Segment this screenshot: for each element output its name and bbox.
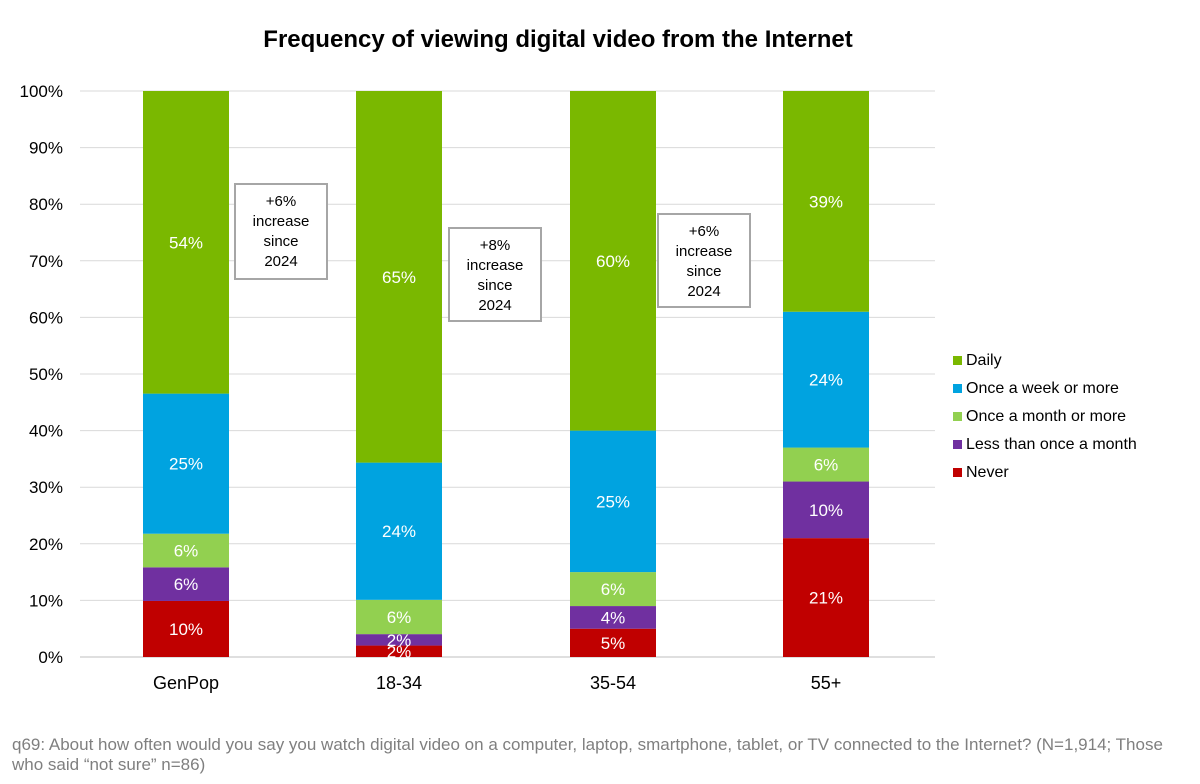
data-label: 10% [809,501,843,520]
bar-segment [783,481,869,539]
annotations: +6% increase since 2024 +8% increase since 2024… [234,183,751,322]
data-label: 21% [809,589,843,608]
data-label: 6% [174,575,199,594]
bar-segment [570,628,656,657]
y-tick-label: 40% [29,422,63,441]
bar-segment [570,430,656,573]
data-label: 5% [601,634,626,653]
x-tick-label: 35-54 [590,673,636,693]
legend-label: Less than once a month [966,436,1137,453]
data-label: 10% [169,620,203,639]
annotation-text: +8% [480,237,510,254]
bars [143,91,869,657]
y-tick-label: 0% [38,648,63,667]
bar-segment [570,91,656,431]
y-tick-label: 50% [29,365,63,384]
legend-swatch [953,440,962,449]
data-label: 25% [169,455,203,474]
x-axis: GenPop 18-34 35-54 55+ [153,673,841,693]
data-labels: 10% 6% 6% 25% 54% 2%2% 6% 24% 65% 5% 4% 6% 25% 60% 21%… [169,192,843,661]
annotation-box [448,227,542,322]
bar-segment [783,447,869,482]
data-label: 6% [174,542,199,561]
data-label: 54% [169,233,203,252]
annotation-text: since [686,263,721,280]
data-label: 4% [601,608,626,627]
bar-segment [356,645,442,657]
y-tick-label: 10% [29,591,63,610]
annotation-text: increase [253,213,310,230]
annotation-text: since [477,277,512,294]
bar-segment [570,606,656,629]
bar-segment [143,600,229,657]
annotation-callout: +8% increase since 2024 [448,227,542,322]
footnote: q69: About how often would you say you w… [12,735,1163,774]
data-label: 65% [382,268,416,287]
x-tick-label: GenPop [153,673,219,693]
annotation-text: increase [676,243,733,260]
annotation-text: increase [467,257,524,274]
bar-segment [356,634,442,646]
data-label: 25% [596,492,630,511]
x-tick-label: 55+ [811,673,842,693]
legend-swatch [953,384,962,393]
legend-item: Once a month or more [953,408,1126,425]
x-tick-label: 18-34 [376,673,422,693]
y-tick-label: 80% [29,195,63,214]
annotation-text: 2024 [478,297,511,314]
data-label: 2% [387,631,412,650]
annotation-text: 2024 [264,253,297,270]
y-tick-label: 90% [29,139,63,158]
legend-swatch [953,468,962,477]
legend: Daily Once a week or more Once a month or … [953,352,1137,481]
bar-segment [783,538,869,657]
legend-swatch [953,356,962,365]
data-label: 60% [596,252,630,271]
annotation-text: +6% [689,223,719,240]
annotation-callout: +6% increase since 2024 [234,183,328,280]
bar-segment [143,533,229,568]
y-tick-label: 100% [20,82,63,101]
legend-label: Once a week or more [966,380,1119,397]
y-tick-label: 30% [29,478,63,497]
legend-label: Daily [966,352,1002,369]
legend-item: Never [953,464,1009,481]
legend-item: Less than once a month [953,436,1137,453]
y-tick-label: 70% [29,252,63,271]
data-label: 24% [809,371,843,390]
data-label: 2% [387,642,412,661]
y-tick-label: 20% [29,535,63,554]
annotation-text: 2024 [687,283,720,300]
bar-segment [143,91,229,394]
legend-item: Daily [953,352,1002,369]
data-label: 6% [601,580,626,599]
chart-title: Frequency of viewing digital video from … [263,26,852,53]
data-label: 24% [382,522,416,541]
annotation-box [657,213,751,308]
annotation-box [234,183,328,280]
annotation-text: since [263,233,298,250]
legend-item: Once a week or more [953,380,1119,397]
y-axis: 0% 10% 20% 30% 40% 50% 60% 70% 80% 90% 100% [20,82,63,667]
bar-segment [143,393,229,534]
y-tick-label: 60% [29,308,63,327]
bar-segment [356,462,442,600]
bar-segment [143,567,229,601]
legend-label: Never [966,464,1009,481]
data-label: 6% [814,456,839,475]
data-label: 6% [387,608,412,627]
annotation-text: +6% [266,193,296,210]
legend-label: Once a month or more [966,408,1126,425]
data-label: 39% [809,192,843,211]
bar-segment [356,599,442,635]
bar-segment [783,311,869,448]
legend-swatch [953,412,962,421]
bar-segment [783,91,869,312]
bar-segment [356,91,442,463]
bar-segment [570,572,656,607]
annotation-callout: +6% increase since 2024 [657,213,751,308]
